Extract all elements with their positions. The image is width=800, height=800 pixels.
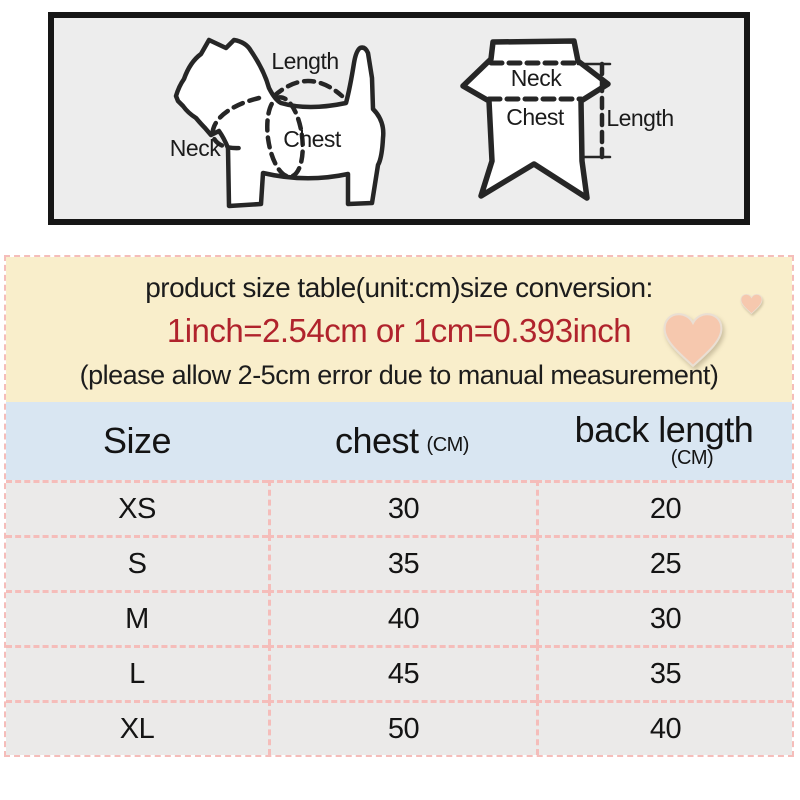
cell-back-length: 40 bbox=[536, 700, 792, 755]
dog-and-garment-illustration bbox=[173, 37, 612, 209]
dog-neck-label: Neck bbox=[169, 135, 221, 161]
header-chest-unit: (CM) bbox=[426, 433, 470, 456]
dog-back-length-dash bbox=[271, 78, 345, 99]
measurement-diagram-box: Length Chest Neck Neck Chest Length bbox=[48, 12, 750, 225]
cell-chest: 35 bbox=[268, 535, 536, 590]
header-back-length-label: back length bbox=[574, 409, 754, 450]
small-heart-icon bbox=[740, 294, 763, 315]
header-size: Size bbox=[6, 402, 268, 480]
table-row: XL 50 40 bbox=[6, 700, 792, 755]
heart-icon bbox=[663, 313, 723, 368]
size-table-header-row: Size chest (CM) back length (CM) bbox=[6, 402, 792, 480]
dog-illustration bbox=[173, 37, 386, 209]
cell-chest: 40 bbox=[268, 590, 536, 645]
dog-length-label: Length bbox=[271, 48, 339, 74]
dog-neck-dash bbox=[210, 95, 262, 151]
dog-chest-label: Chest bbox=[283, 126, 341, 152]
table-row: M 40 30 bbox=[6, 590, 792, 645]
cell-chest: 45 bbox=[268, 645, 536, 700]
cell-chest: 50 bbox=[268, 700, 536, 755]
header-back-length-unit: (CM) bbox=[670, 447, 714, 469]
cell-size: L bbox=[6, 645, 268, 700]
size-table-panel: product size table(unit:cm)size conversi… bbox=[4, 255, 794, 757]
garment-illustration bbox=[460, 38, 612, 201]
cell-size: S bbox=[6, 535, 268, 590]
cell-size: XS bbox=[6, 480, 268, 535]
unit-conversion-text: 1inch=2.54cm or 1cm=0.393inch bbox=[166, 312, 632, 349]
table-row: S 35 25 bbox=[6, 535, 792, 590]
header-size-label: Size bbox=[102, 420, 172, 461]
garment-length-label: Length bbox=[606, 105, 674, 131]
note-area: product size table(unit:cm)size conversi… bbox=[6, 257, 792, 402]
table-row: XS 30 20 bbox=[6, 480, 792, 535]
cell-chest: 30 bbox=[268, 480, 536, 535]
dog-outline bbox=[173, 37, 386, 209]
garment-neck-label: Neck bbox=[510, 65, 562, 91]
header-back-length: back length (CM) bbox=[536, 402, 792, 480]
cell-back-length: 25 bbox=[536, 535, 792, 590]
header-chest-label: chest bbox=[335, 420, 419, 461]
header-chest: chest (CM) bbox=[268, 402, 536, 480]
size-table-title: product size table(unit:cm)size conversi… bbox=[145, 272, 653, 303]
cell-back-length: 20 bbox=[536, 480, 792, 535]
dog-chest-dash bbox=[265, 95, 305, 179]
cell-size: XL bbox=[6, 700, 268, 755]
size-table-body: XS 30 20 S 35 25 M 40 30 L 45 35 XL 50 bbox=[6, 480, 792, 755]
measurement-disclaimer: (please allow 2-5cm error due to manual … bbox=[79, 360, 719, 390]
cell-back-length: 30 bbox=[536, 590, 792, 645]
table-row: L 45 35 bbox=[6, 645, 792, 700]
cell-size: M bbox=[6, 590, 268, 645]
garment-chest-label: Chest bbox=[506, 104, 564, 130]
cell-back-length: 35 bbox=[536, 645, 792, 700]
